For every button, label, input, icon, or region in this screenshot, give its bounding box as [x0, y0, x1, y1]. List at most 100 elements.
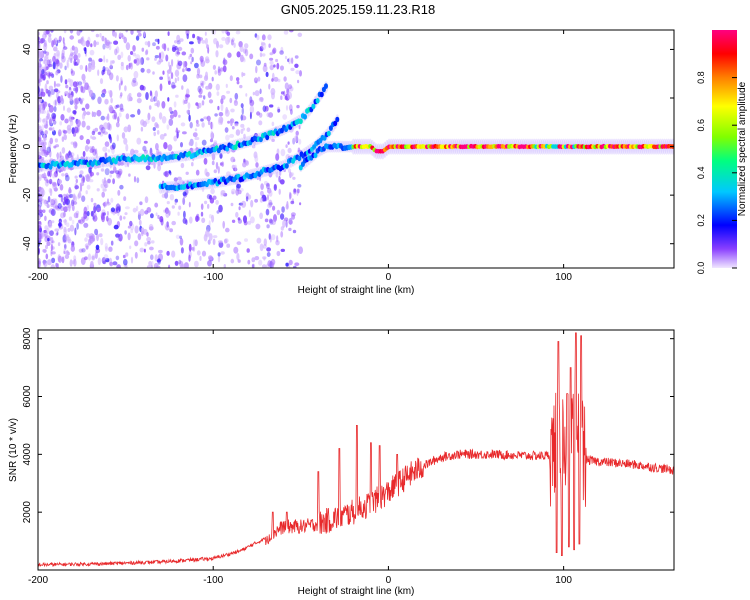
noise-speck: [101, 35, 105, 42]
track-point: [303, 114, 307, 120]
noise-speck: [183, 210, 186, 219]
noise-speck: [48, 33, 52, 38]
noise-speck: [145, 165, 151, 171]
noise-speck: [275, 171, 279, 178]
noise-speck: [225, 30, 229, 35]
noise-speck: [143, 140, 148, 144]
noise-speck: [233, 42, 236, 48]
noise-speck: [196, 213, 200, 218]
noise-speck: [106, 211, 109, 216]
noise-speck: [79, 182, 85, 187]
noise-speck: [262, 64, 268, 73]
noise-speck: [119, 184, 124, 190]
noise-speck: [176, 130, 179, 139]
noise-speck: [104, 141, 110, 147]
noise-speck: [74, 104, 78, 110]
noise-speck: [215, 199, 219, 205]
noise-speck: [239, 187, 244, 192]
noise-speck: [171, 220, 176, 226]
noise-speck: [282, 114, 288, 120]
noise-speck: [233, 100, 238, 106]
noise-speck: [109, 90, 113, 98]
noise-speck: [175, 94, 179, 98]
noise-speck: [86, 125, 91, 131]
noise-speck: [269, 52, 274, 56]
track-point: [311, 103, 316, 110]
noise-speck: [44, 83, 48, 91]
noise-speck: [189, 121, 193, 129]
noise-speck: [101, 162, 105, 168]
noise-speck: [245, 196, 249, 202]
noise-speck: [292, 176, 296, 180]
noise-speck: [244, 43, 249, 49]
noise-speck: [100, 126, 106, 134]
noise-speck: [257, 76, 261, 82]
noise-speck: [191, 247, 195, 251]
noise-speck: [282, 219, 286, 228]
noise-speck: [56, 53, 60, 60]
noise-speck: [297, 188, 300, 194]
noise-speck: [147, 40, 151, 48]
noise-speck: [192, 246, 196, 252]
noise-speck: [275, 153, 280, 161]
noise-speck: [236, 252, 240, 261]
noise-speck: [97, 131, 102, 135]
noise-speck: [210, 188, 215, 195]
noise-speck: [61, 173, 65, 177]
noise-speck: [299, 202, 302, 206]
noise-speck: [120, 77, 123, 82]
noise-speck: [41, 124, 45, 131]
colorbar: 0.0 0.2 0.4 0.6 0.8 Normalized spectral ampl…: [696, 30, 748, 274]
noise-speck: [95, 152, 98, 159]
noise-speck: [119, 94, 122, 99]
noise-speck: [226, 171, 231, 177]
noise-speck: [280, 226, 284, 231]
snr-axes: -200 -100 0 100 2000 4000 6000 8000: [22, 327, 674, 586]
snr-panel: -200 -100 0 100 2000 4000 6000 8000 Height of s…: [8, 327, 675, 597]
noise-speck: [179, 179, 184, 186]
noise-speck: [39, 88, 45, 93]
noise-speck: [234, 122, 239, 127]
noise-speck: [258, 97, 264, 103]
noise-speck: [81, 112, 86, 120]
noise-speck: [222, 65, 227, 73]
noise-speck: [59, 184, 64, 191]
noise-speck: [173, 101, 177, 108]
noise-speck: [129, 220, 133, 227]
noise-speck: [267, 203, 272, 209]
noise-speck: [62, 46, 68, 50]
noise-speck: [224, 127, 229, 133]
noise-speck: [39, 151, 43, 155]
noise-speck: [180, 162, 185, 169]
noise-speck: [137, 108, 141, 115]
noise-speck: [65, 193, 70, 199]
noise-speck: [229, 75, 233, 82]
noise-speck: [182, 99, 185, 105]
noise-speck: [198, 102, 202, 109]
noise-speck: [125, 30, 128, 33]
noise-speck: [211, 76, 214, 82]
noise-speck: [143, 248, 146, 253]
noise-speck: [186, 67, 191, 72]
noise-speck: [136, 92, 142, 98]
noise-speck: [224, 238, 229, 244]
noise-speck: [288, 220, 294, 225]
noise-speck: [148, 226, 154, 231]
noise-speck: [174, 201, 177, 206]
noise-speck: [45, 244, 48, 250]
noise-speck: [220, 103, 224, 112]
noise-speck: [77, 53, 81, 58]
noise-speck: [195, 102, 199, 106]
noise-speck: [107, 90, 113, 94]
noise-speck: [229, 97, 233, 104]
noise-speck: [67, 228, 71, 232]
noise-speck: [73, 46, 79, 55]
noise-speck: [247, 220, 252, 225]
noise-speck: [154, 122, 159, 128]
noise-speck: [38, 221, 42, 225]
noise-speck: [95, 33, 100, 38]
noise-speck: [240, 114, 246, 121]
noise-speck: [231, 37, 235, 42]
noise-speck: [116, 264, 121, 268]
noise-speck: [44, 200, 49, 206]
